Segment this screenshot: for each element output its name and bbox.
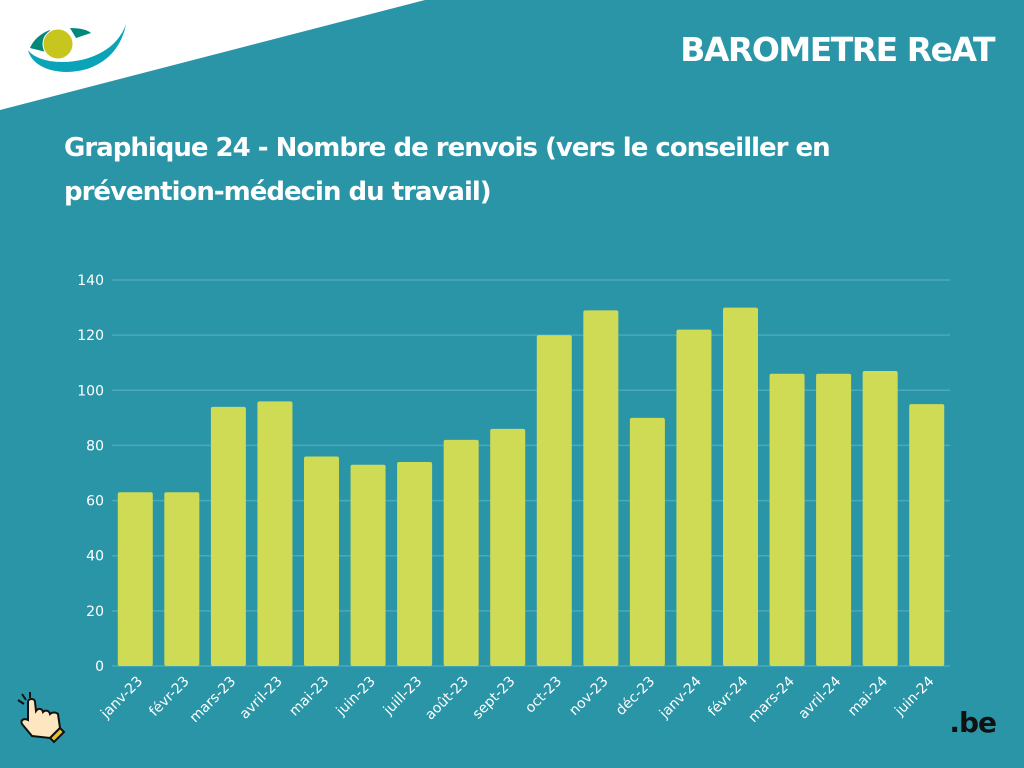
x-tick-label: déc-23 [613,674,658,719]
x-tick-label: janv-24 [656,673,705,722]
y-tick-label: 80 [86,438,104,454]
x-tick-label: mars-23 [187,674,239,726]
bar-janv-24 [676,329,712,666]
y-tick-label: 100 [77,383,104,399]
bar-févr-23 [164,492,200,666]
x-tick-label: nov-23 [566,674,611,719]
pointing-hand-icon [17,692,66,744]
bar-avril-24 [816,373,852,666]
bar-mai-24 [862,370,898,666]
x-tick-label: juin-23 [333,674,379,720]
bar-déc-23 [629,417,665,666]
bar-mars-23 [210,406,246,666]
bar-juill-23 [397,461,433,666]
x-tick-label: juin-24 [891,673,937,719]
y-tick-label: 20 [86,604,104,620]
y-tick-label: 120 [77,328,104,344]
x-tick-label: mai-23 [286,674,332,720]
x-tick-label: juill-23 [380,674,425,719]
chart-title: Graphique 24 - Nombre de renvois (vers l… [64,133,831,207]
bar-oct-23 [536,335,572,666]
be-logo-text: .be [949,706,997,739]
y-tick-label: 60 [86,494,104,510]
bar-août-23 [443,439,479,666]
x-tick-label: févr-23 [146,674,192,720]
bar-nov-23 [583,310,619,666]
bar-mai-23 [304,456,339,666]
bar-févr-24 [723,307,758,666]
bar-avril-23 [257,401,293,666]
x-tick-label: avril-23 [237,674,286,723]
header-banner [0,0,425,110]
x-tick-label: avril-24 [795,673,844,722]
bar-janv-23 [117,492,153,666]
x-tick-label: mai-24 [845,673,891,719]
x-tick-label: août-23 [422,674,472,724]
bar-juin-24 [909,404,945,666]
bar-sept-23 [490,428,526,666]
y-tick-label: 140 [77,273,104,289]
brand-title: BAROMETRE ReAT [680,30,995,69]
bar-juin-23 [350,464,386,666]
white-corner-shape [0,0,425,110]
x-tick-label: janv-23 [97,674,146,723]
y-tick-label: 0 [95,659,104,675]
x-tick-label: sept-23 [470,674,519,723]
x-tick-label: févr-24 [705,673,751,719]
bar-mars-24 [769,373,805,666]
y-tick-label: 40 [86,549,104,565]
be-logo: .be [949,706,997,739]
x-tick-label: oct-23 [522,674,565,717]
logo-icon [28,24,126,72]
x-tick-label: mars-24 [745,673,797,725]
